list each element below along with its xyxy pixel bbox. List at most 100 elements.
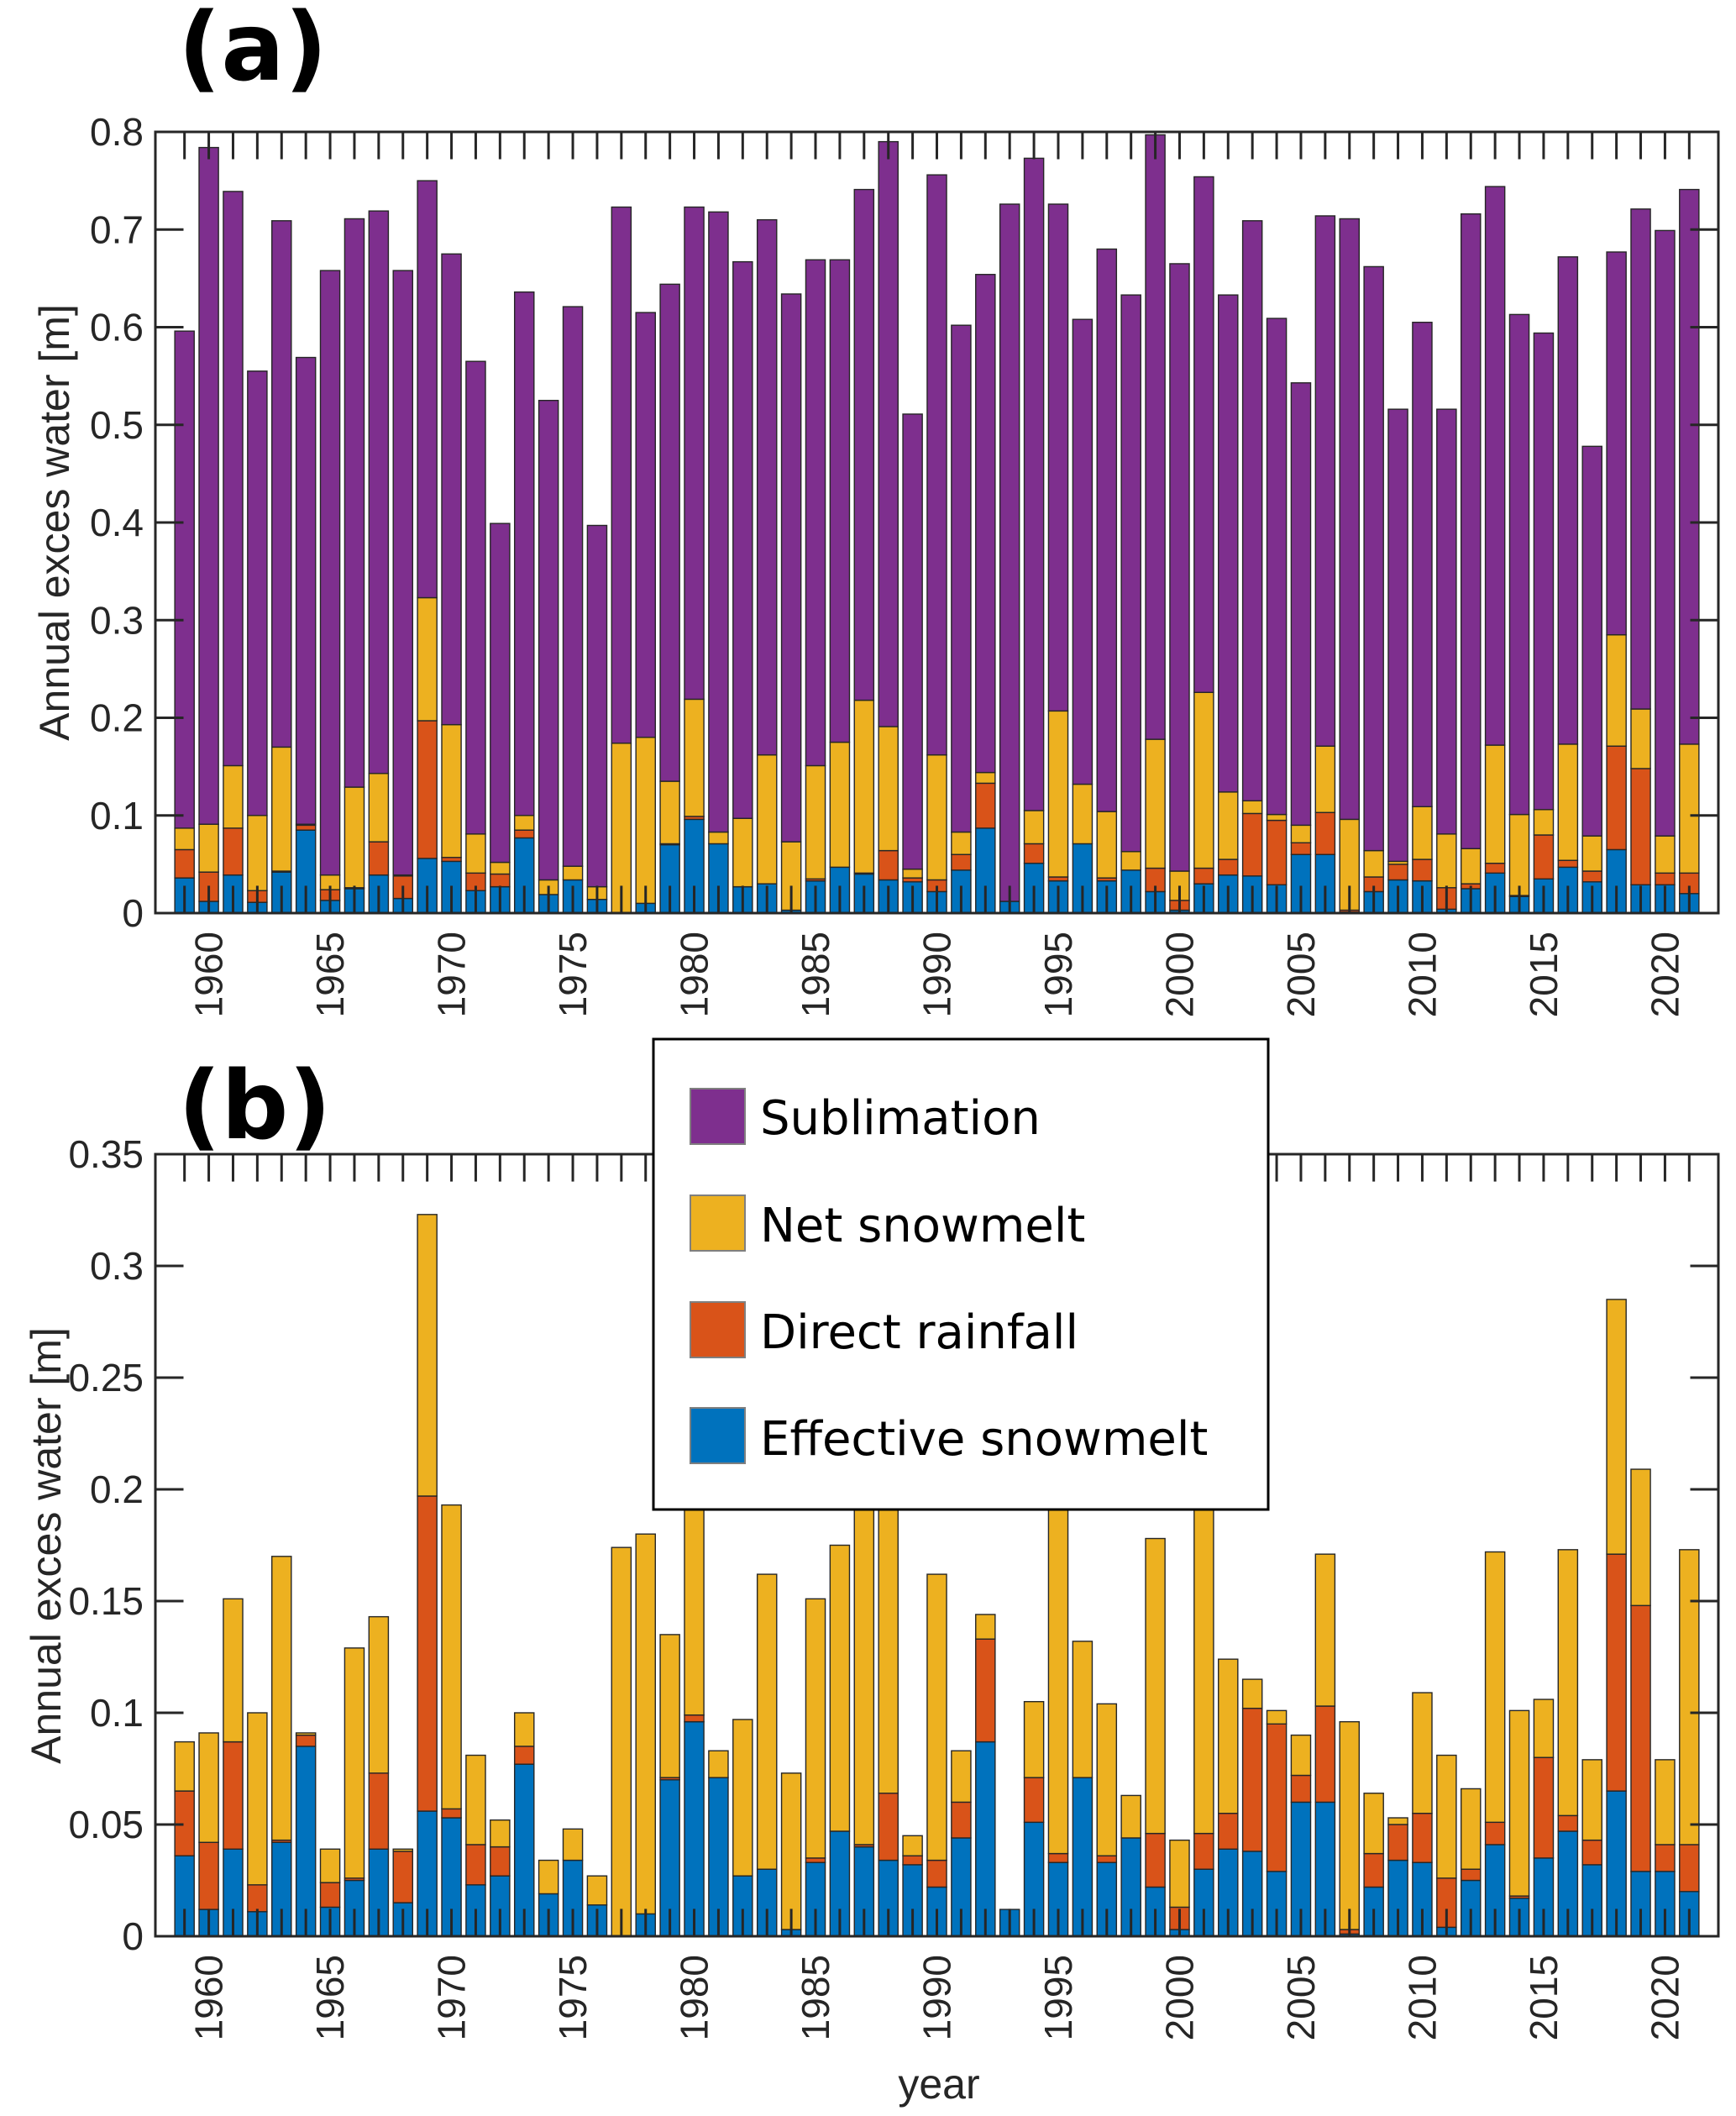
panel-a-bar-sublimation-2012	[1460, 213, 1482, 849]
panel-b-bar-direct-rainfall-1992	[975, 1638, 996, 1743]
panel-b-bar-direct-rainfall-2017	[1581, 1839, 1602, 1866]
panel-a-bar-direct-rainfall-1967	[368, 841, 390, 876]
panel-a-bar-net-snowmelt-2020	[1655, 835, 1676, 874]
panel-a-bar-direct-rainfall-1972	[490, 873, 511, 888]
panel-a-ytick-label-0.8: 0.8	[90, 110, 144, 154]
panel-a-ylabel: Annual exces water [m]	[31, 304, 78, 741]
panel-b-bar-net-snowmelt-2021	[1679, 1549, 1700, 1846]
panel-a-bar-direct-rainfall-2010	[1412, 858, 1433, 882]
panel-b-xtick-label-1975: 1975	[551, 1955, 595, 2040]
panel-b-ytick-label-0: 0	[122, 1914, 144, 1958]
panel-b-ytick-label-0.05: 0.05	[68, 1803, 144, 1846]
panel-a-ytick-label-0.5: 0.5	[90, 403, 144, 447]
panel-a-bars	[174, 134, 1700, 914]
panel-a-bar-net-snowmelt-2006	[1314, 745, 1336, 813]
panel-b-bar-direct-rainfall-1960	[198, 1841, 219, 1910]
panel-b-bar-direct-rainfall-2016	[1557, 1814, 1579, 1832]
panel-a-bar-net-snowmelt-1966	[344, 786, 365, 889]
panel-a-bar-sublimation-1964	[295, 356, 317, 825]
panel-a-ytick-label-0.7: 0.7	[90, 207, 144, 251]
panel-b-bar-net-snowmelt-1983	[756, 1573, 778, 1870]
panel-b-bar-net-snowmelt-1986	[829, 1544, 851, 1832]
legend-swatch-net-snowmelt	[690, 1195, 746, 1252]
panel-b-bar-net-snowmelt-1974	[538, 1859, 559, 1895]
panel-a-bar-sublimation-2009	[1387, 408, 1408, 863]
panel-b-bar-net-snowmelt-1981	[708, 1750, 729, 1778]
panel-b-bar-net-snowmelt-2018	[1606, 1299, 1627, 1555]
panel-b-bar-direct-rainfall-1999	[1145, 1832, 1166, 1888]
panel-b-bar-direct-rainfall-1980	[684, 1714, 705, 1723]
panel-b-axes: 1960 1965 1970 1975 1980 1985 1990 1995 2000 2005…	[68, 1132, 1720, 2040]
panel-a-bar-direct-rainfall-2018	[1606, 745, 1627, 851]
legend-label-net-snowmelt: Net snowmelt	[760, 1199, 1085, 1253]
legend-entry-effective-snowmelt: Effective snowmelt	[690, 1407, 1208, 1467]
panel-a-bar-net-snowmelt-1975	[562, 865, 584, 881]
panel-b-bar-net-snowmelt-2011	[1436, 1754, 1457, 1879]
panel-a-bar-direct-rainfall-1992	[975, 782, 996, 829]
panel-a-bar-net-snowmelt-1999	[1145, 738, 1166, 869]
panel-b-bar-net-snowmelt-2007	[1339, 1720, 1361, 1930]
panel-a-bar-net-snowmelt-1973	[513, 815, 535, 831]
panel-a-bar-sublimation-1999	[1145, 134, 1166, 740]
panel-a-bar-sublimation-1978	[635, 312, 656, 738]
panel-a-bar-net-snowmelt-1996	[1072, 783, 1094, 845]
panel-a-bar-sublimation-1991	[951, 324, 972, 833]
panel-b-bar-direct-rainfall-1970	[441, 1808, 462, 1819]
panel-a-xtick-label-2005: 2005	[1279, 932, 1323, 1017]
panel-b-xtick-label-1980: 1980	[673, 1955, 716, 2040]
panel-b-plot: 1960 1965 1970 1975 1980 1985 1990 1995 2000 2005…	[68, 1132, 1720, 2040]
panel-b-bar-net-snowmelt-2002	[1218, 1658, 1239, 1814]
panel-a-bar-direct-rainfall-1961	[223, 827, 244, 876]
panel-a-bar-sublimation-2010	[1412, 321, 1433, 807]
panel-b-bar-direct-rainfall-2009	[1387, 1824, 1408, 1861]
panel-a-bar-sublimation-2019	[1630, 208, 1651, 710]
panel-b-bar-effective-snowmelt-1964	[295, 1746, 317, 1937]
panel-a-xtick-label-2000: 2000	[1157, 932, 1201, 1017]
panel-b-xtick-label-2010: 2010	[1400, 1955, 1444, 2040]
panel-a-bar-direct-rainfall-1964	[295, 824, 317, 831]
panel-a-bar-sublimation-1998	[1120, 294, 1141, 853]
panel-a-bar-direct-rainfall-2006	[1314, 811, 1336, 855]
panel-a-xtick-label-1975: 1975	[551, 932, 595, 1017]
panel-b-bar-net-snowmelt-2000	[1169, 1839, 1190, 1909]
panel-a-bar-sublimation-1984	[780, 293, 802, 843]
panel-b-xtick-label-1990: 1990	[915, 1955, 959, 2040]
panel-a-bar-net-snowmelt-2001	[1193, 691, 1214, 869]
panel-a-bar-net-snowmelt-1998	[1120, 851, 1141, 871]
panel-b-bar-direct-rainfall-2012	[1460, 1868, 1482, 1882]
panel-a-bar-sublimation-2020	[1655, 229, 1676, 837]
panel-b-bar-net-snowmelt-2004	[1266, 1709, 1288, 1725]
panel-b-bar-net-snowmelt-2008	[1363, 1793, 1384, 1855]
panel-a-bar-sublimation-1960	[198, 146, 219, 825]
panel-a-bar-sublimation-2015	[1533, 332, 1555, 811]
panel-b-ytick-label-0.25: 0.25	[68, 1356, 144, 1399]
panel-a-bar-sublimation-1973	[513, 291, 535, 816]
panel-a-xtick-label-1980: 1980	[673, 932, 716, 1017]
panel-a-xtick-label-1970: 1970	[430, 932, 474, 1017]
panel-a-bar-sublimation-2005	[1290, 382, 1312, 827]
panel-a-bar-sublimation-1983	[756, 218, 778, 756]
panel-b-bar-net-snowmelt-1990	[926, 1573, 947, 1861]
panel-a-bar-net-snowmelt-1967	[368, 773, 390, 843]
panel-b-ytick-label-0.2: 0.2	[90, 1468, 144, 1511]
panel-a-bar-sublimation-1981	[708, 211, 729, 833]
panel-b-bar-direct-rainfall-1991	[951, 1801, 972, 1839]
panel-b-bar-net-snowmelt-1998	[1120, 1794, 1141, 1839]
panel-a-bar-net-snowmelt-2013	[1484, 744, 1506, 864]
panel-a-bar-sublimation-2018	[1606, 251, 1627, 636]
panel-a-xtick-label-1960: 1960	[187, 932, 231, 1017]
panel-b-bar-net-snowmelt-1994	[1023, 1700, 1045, 1778]
panel-b-bar-net-snowmelt-1979	[659, 1634, 680, 1778]
panel-a-bar-sublimation-1997	[1096, 248, 1118, 812]
panel-b-bar-net-snowmelt-1968	[392, 1848, 414, 1852]
panel-a-bar-net-snowmelt-1987	[853, 699, 875, 874]
panel-b-bar-net-snowmelt-1971	[465, 1754, 486, 1846]
panel-b-bar-net-snowmelt-1984	[780, 1772, 802, 1930]
panel-b-bar-direct-rainfall-2021	[1679, 1844, 1700, 1893]
panel-a-bar-sublimation-2004	[1266, 318, 1288, 816]
panel-a-bar-net-snowmelt-1982	[732, 817, 753, 888]
panel-a-bar-sublimation-1982	[732, 260, 753, 819]
legend-label-direct-rainfall: Direct rainfall	[760, 1305, 1078, 1360]
panel-a-bar-net-snowmelt-2021	[1679, 743, 1700, 874]
panel-a-bar-sublimation-1986	[829, 259, 851, 743]
